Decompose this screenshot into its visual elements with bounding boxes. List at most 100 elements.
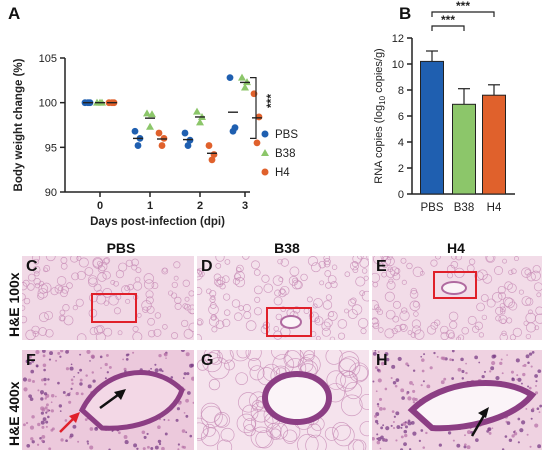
nucleus-dot [58, 404, 63, 408]
significance-label: *** [264, 94, 278, 108]
column-title-h4: H4 [447, 240, 465, 256]
nucleus-dot [525, 354, 530, 359]
x-axis-label: Days post-infection (dpi) [90, 216, 225, 228]
nucleus-dot [487, 427, 492, 431]
alveolus-outline [521, 267, 532, 278]
alveolus-outline [215, 320, 225, 329]
alveolus-outline [282, 429, 298, 444]
nucleus-dot [141, 430, 146, 435]
nucleus-dot [45, 420, 49, 424]
nucleus-dot [521, 382, 523, 385]
alveolar-texture [372, 256, 542, 340]
nucleus-dot [391, 364, 396, 369]
data-point-pbs [229, 127, 237, 135]
nucleus-dot [48, 447, 52, 450]
alveolus-outline [359, 258, 369, 268]
nucleus-dot [409, 380, 413, 385]
nucleus-dot [59, 355, 62, 358]
alveolus-outline [182, 303, 188, 309]
alveolus-outline [208, 378, 221, 391]
nucleus-dot [25, 421, 29, 425]
alveolus-outline [22, 282, 28, 291]
alveolus-outline [344, 271, 351, 277]
alveolus-outline [280, 306, 287, 312]
alveolus-outline [197, 268, 202, 278]
alveolus-outline [314, 317, 321, 323]
alveolus-outline [61, 285, 69, 294]
nucleus-dot [457, 367, 462, 372]
alveolus-outline [352, 267, 359, 273]
data-point-pbs [226, 74, 234, 82]
alveolus-outline [389, 266, 400, 276]
alveolus-outline [145, 296, 154, 305]
nucleus-dot [47, 415, 50, 419]
nucleus-dot [392, 381, 397, 385]
alveolus-outline [347, 309, 358, 319]
alveolus-outline [93, 283, 102, 292]
nucleus-dot [100, 367, 102, 369]
nucleus-dot [158, 368, 163, 372]
alveolus-outline [394, 325, 402, 333]
nucleus-dot [478, 361, 481, 364]
alveolus-outline [27, 283, 35, 291]
nucleus-dot [538, 411, 541, 414]
nucleus-dot [90, 354, 95, 359]
nucleus-dot [421, 369, 425, 373]
nucleus-dot [395, 378, 400, 382]
nucleus-dot [405, 362, 409, 366]
alveolus-outline [207, 357, 230, 380]
alveolus-outline [495, 315, 502, 322]
alveolus-outline [407, 330, 413, 335]
alveolus-outline [146, 305, 155, 314]
alveolus-outline [521, 296, 532, 306]
alveolus-outline [263, 283, 273, 293]
alveolus-outline [110, 280, 116, 285]
nucleus-dot [452, 439, 455, 442]
nucleus-dot [79, 368, 83, 372]
alveolus-outline [385, 309, 396, 320]
nucleus-dot [382, 424, 385, 427]
region-of-interest-box [266, 307, 312, 337]
nucleus-dot [154, 445, 159, 450]
nucleus-dot [65, 439, 68, 443]
alveolus-outline [279, 285, 290, 296]
nucleus-dot [182, 445, 186, 449]
alveolus-outline [412, 266, 423, 277]
alveolus-outline [43, 267, 48, 273]
alveolus-outline [467, 315, 477, 325]
nucleus-dot [412, 400, 416, 404]
nucleus-dot [374, 350, 377, 352]
nucleus-dot [92, 379, 96, 383]
alveolus-outline [249, 365, 265, 381]
nucleus-dot [86, 350, 91, 355]
alveolus-outline [385, 256, 395, 267]
column-title-pbs: PBS [106, 240, 136, 256]
nucleus-dot [27, 354, 32, 359]
alveolus-outline [352, 256, 363, 264]
nucleus-dot [412, 397, 416, 401]
legend-label-b38: B38 [275, 148, 295, 160]
nucleus-dot [401, 396, 405, 400]
nucleus-dot [511, 377, 514, 380]
nucleus-dot [192, 401, 194, 404]
alveolus-outline [386, 280, 396, 290]
alveolus-outline [56, 276, 67, 286]
alveolus-outline [200, 427, 220, 447]
data-point-b38 [196, 118, 204, 126]
alveolus-outline [306, 296, 313, 303]
alveolus-outline [245, 320, 257, 331]
alveolus-outline [292, 277, 298, 284]
nucleus-dot [59, 410, 62, 412]
nucleus-dot [531, 350, 535, 354]
data-point-b38 [146, 122, 154, 130]
alveolus-outline [33, 258, 40, 265]
nucleus-dot [461, 369, 465, 373]
data-point-pbs [184, 142, 192, 149]
alveolus-outline [300, 273, 308, 282]
alveolus-outline [235, 267, 242, 273]
nucleus-dot [55, 395, 57, 398]
nucleus-dot [421, 358, 425, 362]
nucleus-dot [185, 352, 190, 357]
alveolus-outline [326, 370, 346, 390]
nucleus-dot [40, 411, 44, 415]
